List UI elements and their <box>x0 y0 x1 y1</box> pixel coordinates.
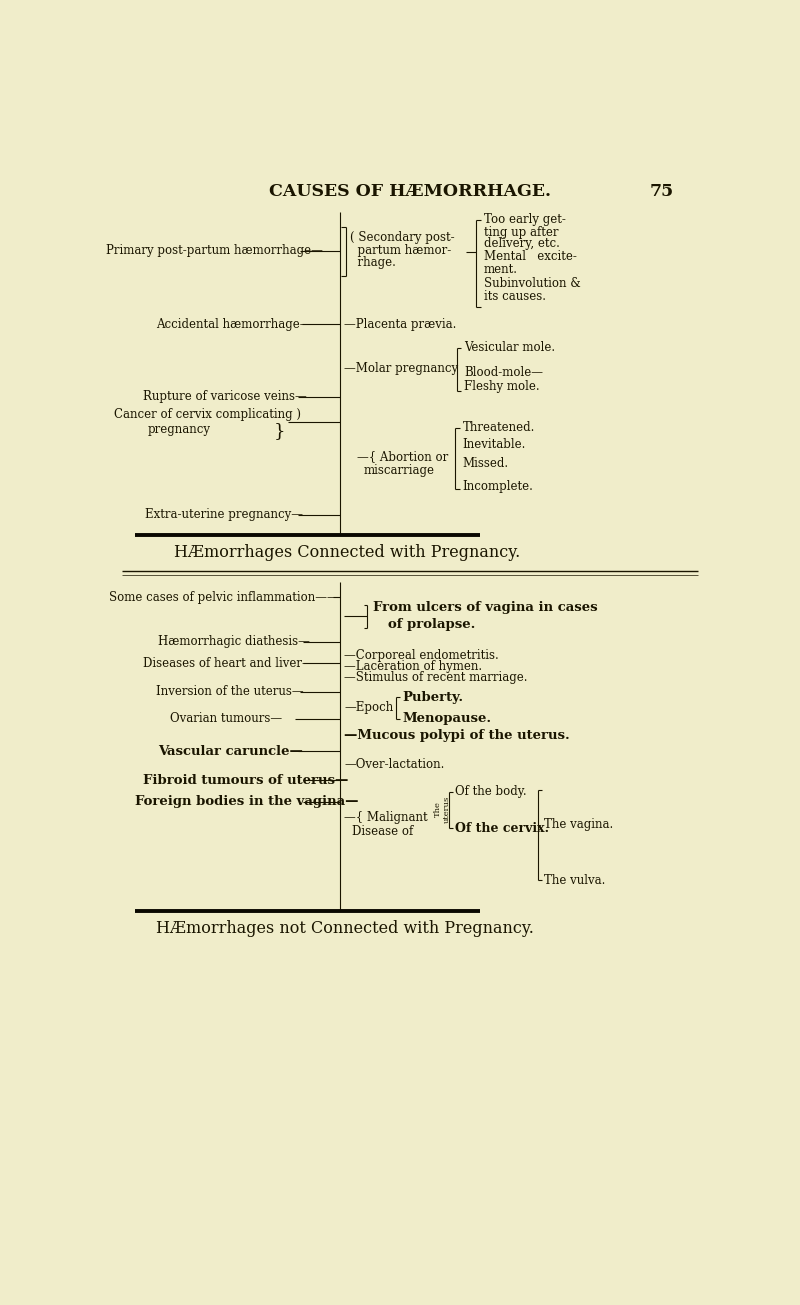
Text: Inevitable.: Inevitable. <box>462 438 526 452</box>
Text: Vesicular mole.: Vesicular mole. <box>464 341 555 354</box>
Text: Primary post-partum hæmorrhage—: Primary post-partum hæmorrhage— <box>106 244 323 257</box>
Text: its causes.: its causes. <box>484 290 546 303</box>
Text: ting up after: ting up after <box>484 226 558 239</box>
Text: Incomplete.: Incomplete. <box>462 480 534 493</box>
Text: miscarriage: miscarriage <box>363 465 434 478</box>
Text: Missed.: Missed. <box>462 457 509 470</box>
Text: —Stimulus of recent marriage.: —Stimulus of recent marriage. <box>344 671 528 684</box>
Text: partum hæmor-: partum hæmor- <box>350 244 451 257</box>
Text: Ovarian tumours—: Ovarian tumours— <box>170 713 282 726</box>
Text: pregnancy: pregnancy <box>148 423 211 436</box>
Text: rhage.: rhage. <box>350 256 395 269</box>
Text: Some cases of pelvic inflammation——: Some cases of pelvic inflammation—— <box>110 591 339 603</box>
Text: Extra-uterine pregnancy—: Extra-uterine pregnancy— <box>145 508 303 521</box>
Text: Too early get-: Too early get- <box>484 213 566 226</box>
Text: Subinvolution &: Subinvolution & <box>484 277 580 290</box>
Text: —Corporeal endometritis.: —Corporeal endometritis. <box>344 649 499 662</box>
Text: —Epoch: —Epoch <box>344 701 394 714</box>
Text: Disease of: Disease of <box>352 825 413 838</box>
Text: —Molar pregnancy: —Molar pregnancy <box>344 361 458 375</box>
Text: From ulcers of vagina in cases: From ulcers of vagina in cases <box>373 600 598 613</box>
Text: Inversion of the uterus—: Inversion of the uterus— <box>156 685 303 698</box>
Text: 75: 75 <box>650 183 674 200</box>
Text: Accidental hæmorrhage—: Accidental hæmorrhage— <box>156 318 311 331</box>
Text: Hæmorrhagic diathesis—: Hæmorrhagic diathesis— <box>158 636 310 649</box>
Text: Fleshy mole.: Fleshy mole. <box>464 380 540 393</box>
Text: }: } <box>274 423 285 441</box>
Text: CAUSES OF HÆMORRHAGE.: CAUSES OF HÆMORRHAGE. <box>269 183 551 200</box>
Text: Puberty.: Puberty. <box>402 690 463 703</box>
Text: —Placenta prævia.: —Placenta prævia. <box>344 318 457 331</box>
Text: The vulva.: The vulva. <box>544 874 606 887</box>
Text: Blood-mole—: Blood-mole— <box>464 365 543 378</box>
Text: Diseases of heart and liver—: Diseases of heart and liver— <box>142 656 314 669</box>
Text: —Mucous polypi of the uterus.: —Mucous polypi of the uterus. <box>344 729 570 743</box>
Text: Foreign bodies in the vagina—: Foreign bodies in the vagina— <box>135 795 358 808</box>
Text: HÆmorrhages Connected with Pregnancy.: HÆmorrhages Connected with Pregnancy. <box>174 544 520 561</box>
Text: Threatened.: Threatened. <box>462 422 535 435</box>
Text: ment.: ment. <box>484 264 518 277</box>
Text: The vagina.: The vagina. <box>544 818 614 831</box>
Text: ( Secondary post-: ( Secondary post- <box>350 231 454 244</box>
Text: Rupture of varicose veins—: Rupture of varicose veins— <box>142 390 306 403</box>
Text: —Over-lactation.: —Over-lactation. <box>344 758 445 771</box>
Text: The
uterus: The uterus <box>434 796 451 823</box>
Text: —{ Abortion or: —{ Abortion or <box>358 450 449 463</box>
Text: Mental   excite-: Mental excite- <box>484 251 577 264</box>
Text: Of the body.: Of the body. <box>455 786 526 799</box>
Text: of prolapse.: of prolapse. <box>388 619 476 632</box>
Text: Menopause.: Menopause. <box>402 713 491 726</box>
Text: Cancer of cervix complicating ): Cancer of cervix complicating ) <box>114 408 301 422</box>
Text: Vascular caruncle—: Vascular caruncle— <box>158 745 303 757</box>
Text: —{ Malignant: —{ Malignant <box>344 810 428 823</box>
Text: Of the cervix.: Of the cervix. <box>455 822 549 834</box>
Text: delivery, etc.: delivery, etc. <box>484 238 559 251</box>
Text: HÆmorrhages not Connected with Pregnancy.: HÆmorrhages not Connected with Pregnancy… <box>156 920 534 937</box>
Text: —Laceration of hymen.: —Laceration of hymen. <box>344 660 482 673</box>
Text: Fibroid tumours of uterus—: Fibroid tumours of uterus— <box>142 774 348 787</box>
